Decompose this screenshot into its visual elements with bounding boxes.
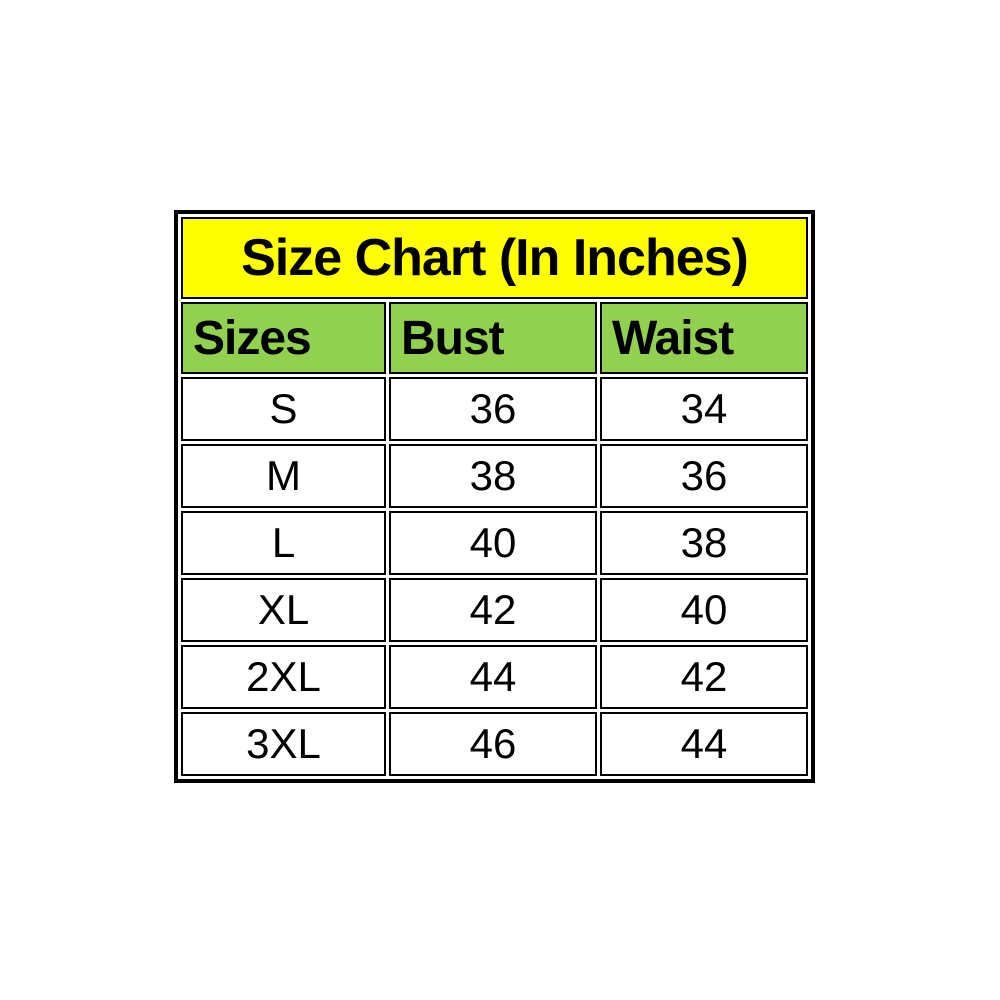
waist-value: 44 <box>600 712 808 776</box>
bust-value: 44 <box>389 645 597 709</box>
bust-value: 42 <box>389 578 597 642</box>
waist-value: 38 <box>600 511 808 575</box>
column-header-sizes: Sizes <box>181 302 386 374</box>
size-value: XL <box>181 578 386 642</box>
bust-value: 38 <box>389 444 597 508</box>
table-row-2xl: 2XL 44 42 <box>181 645 808 709</box>
bust-value: 40 <box>389 511 597 575</box>
size-value: S <box>181 377 386 441</box>
size-value: M <box>181 444 386 508</box>
table-row-m: M 38 36 <box>181 444 808 508</box>
table-row-l: L 40 38 <box>181 511 808 575</box>
bust-value: 36 <box>389 377 597 441</box>
title-row: Size Chart (In Inches) <box>181 217 808 299</box>
size-value: 3XL <box>181 712 386 776</box>
waist-value: 40 <box>600 578 808 642</box>
table-row-3xl: 3XL 46 44 <box>181 712 808 776</box>
size-chart-table: Size Chart (In Inches) Sizes Bust Waist … <box>174 210 815 783</box>
column-header-waist: Waist <box>600 302 808 374</box>
waist-value: 34 <box>600 377 808 441</box>
column-header-bust: Bust <box>389 302 597 374</box>
table-row-xl: XL 42 40 <box>181 578 808 642</box>
size-value: 2XL <box>181 645 386 709</box>
table-row-s: S 36 34 <box>181 377 808 441</box>
chart-title: Size Chart (In Inches) <box>181 217 808 299</box>
waist-value: 36 <box>600 444 808 508</box>
bust-value: 46 <box>389 712 597 776</box>
size-value: L <box>181 511 386 575</box>
header-row: Sizes Bust Waist <box>181 302 808 374</box>
waist-value: 42 <box>600 645 808 709</box>
